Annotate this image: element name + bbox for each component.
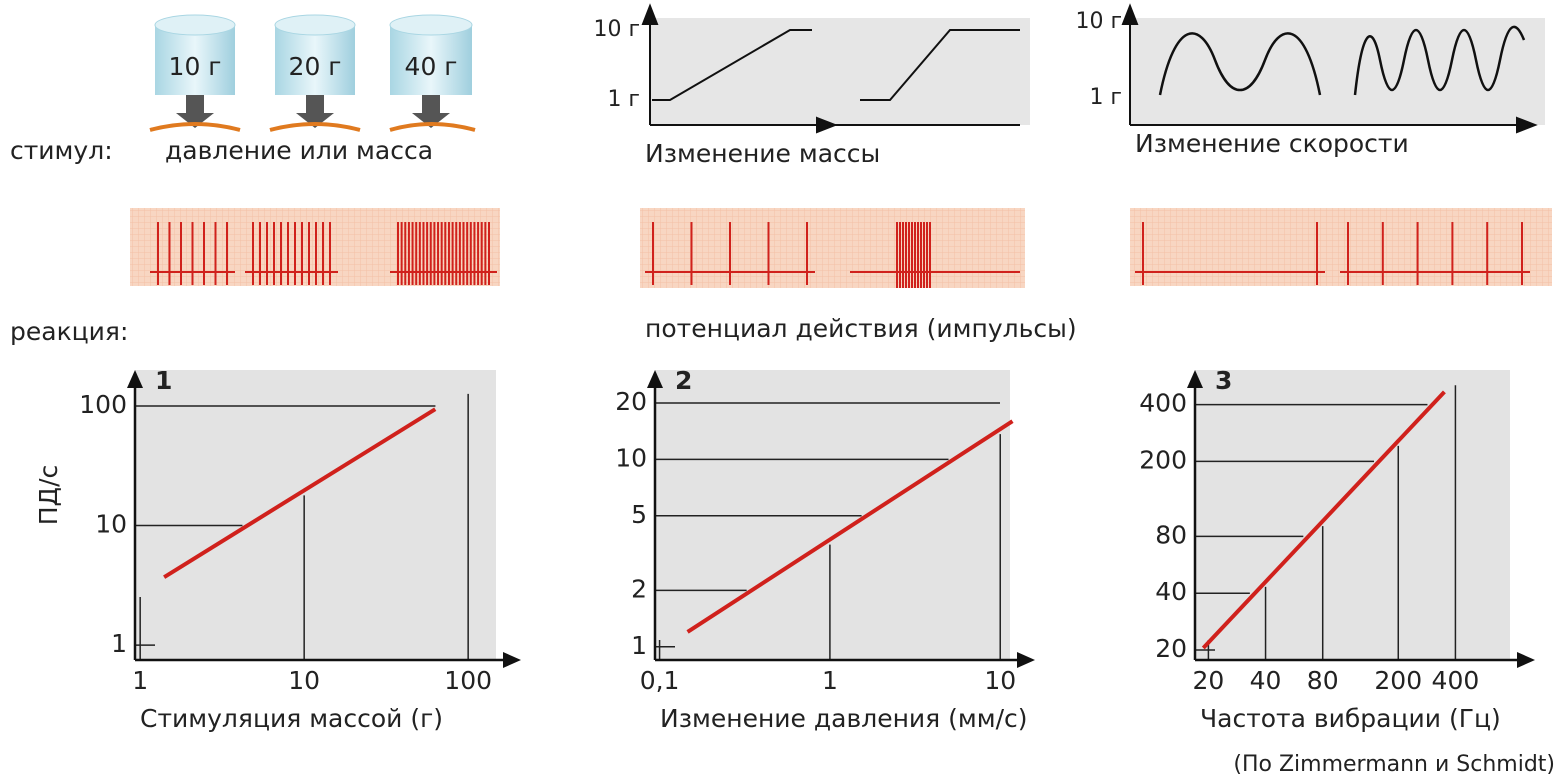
spike-panel: [640, 208, 1025, 288]
mass-graph-bg: [880, 18, 1030, 125]
response-label: реакция:: [10, 317, 128, 346]
y-tick-label: 40: [1155, 577, 1187, 606]
x-tick-label: 0,1: [640, 666, 680, 695]
y-label: 1 г: [607, 87, 640, 112]
weight: 20 г: [270, 15, 360, 130]
x-tick-label: 400: [1432, 666, 1480, 695]
plot-bg: [1195, 370, 1510, 660]
spike-panel: [1130, 208, 1552, 286]
weight: 10 г: [150, 15, 240, 130]
weights: 10 г 20 г 40 г: [150, 15, 475, 130]
x-axis-label: Стимуляция массой (г): [140, 704, 443, 733]
mass-caption: Изменение массы: [645, 139, 880, 168]
x-tick-label: 20: [1192, 666, 1224, 695]
y-tick-label: 400: [1139, 389, 1187, 418]
source: (По Zimmermann и Schmidt): [1233, 752, 1555, 777]
chart-title: 1: [155, 366, 172, 395]
x-tick-label: 1: [132, 666, 148, 695]
x-tick-label: 10: [288, 666, 320, 695]
stimulus-caption: давление или масса: [165, 136, 433, 165]
weight: 40 г: [390, 15, 475, 130]
y-tick-label: 80: [1155, 520, 1187, 549]
plot-bg: [135, 370, 496, 660]
y-tick-label: 1: [111, 629, 127, 658]
figure: 10 г 20 г 40 г стимул: давление или масс…: [0, 0, 1563, 781]
x-tick-label: 80: [1307, 666, 1339, 695]
weight-label: 40 г: [405, 52, 458, 81]
stimulus-label: стимул:: [10, 136, 113, 165]
page: {"stimulus": {"weights": ["10 г", "20 г"…: [0, 0, 1563, 781]
arrow: [503, 652, 521, 668]
chart-title: 3: [1215, 366, 1232, 395]
y-tick-label: 5: [631, 500, 647, 529]
y-label: 1 г: [1089, 85, 1122, 110]
weight-label: 10 г: [169, 52, 222, 81]
y-tick-label: 200: [1139, 445, 1187, 474]
y-label: 10 г: [593, 17, 640, 42]
y-label: 10 г: [1075, 9, 1122, 34]
y-tick-label: 10: [95, 510, 127, 539]
speed-graph: [1123, 6, 1545, 132]
x-tick-label: 1: [822, 666, 838, 695]
weight-label: 20 г: [289, 52, 342, 81]
speed-caption: Изменение скорости: [1135, 129, 1409, 158]
x-axis-label: Частота вибрации (Гц): [1200, 704, 1501, 733]
arrow: [1017, 652, 1035, 668]
y-axis-label: ПД/с: [34, 465, 63, 526]
x-tick-label: 200: [1374, 666, 1422, 695]
chart-title: 2: [675, 366, 692, 395]
x-tick-label: 100: [444, 666, 492, 695]
y-tick-label: 10: [615, 443, 647, 472]
y-tick-label: 100: [79, 390, 127, 419]
y-tick-label: 2: [631, 574, 647, 603]
x-axis-label: Изменение давления (мм/с): [660, 704, 1028, 733]
y-tick-label: 20: [1155, 634, 1187, 663]
arrow: [1517, 652, 1535, 668]
y-tick-label: 1: [631, 631, 647, 660]
x-tick-label: 40: [1250, 666, 1282, 695]
x-tick-label: 10: [984, 666, 1016, 695]
response-caption: потенциал действия (импульсы): [645, 314, 1077, 343]
charts: 1 10 100 1 10 100 1 Стимуляция массой (г) ПД/с 1 2…: [34, 366, 1535, 733]
y-tick-label: 20: [615, 387, 647, 416]
